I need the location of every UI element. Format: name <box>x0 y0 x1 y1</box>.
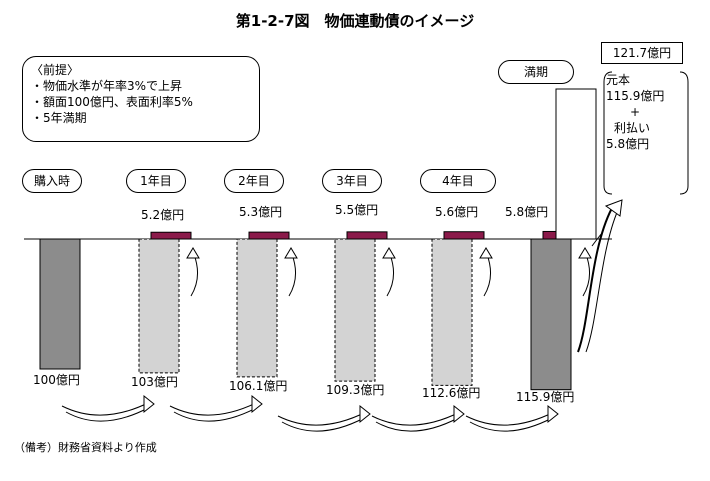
principal-label-maturity: 115.9億円 <box>516 390 575 404</box>
interest-bar <box>443 231 485 240</box>
premise-line: ・物価水準が年率3%で上昇 <box>31 79 183 93</box>
principal-bar <box>530 238 572 391</box>
page-title: 第1-2-7図 物価連動債のイメージ <box>235 12 475 30</box>
premise-line: ・額面100億円、表面利率5% <box>31 95 193 109</box>
maturity-total-box: 121.7億円 <box>601 42 683 64</box>
period-pill-year2: 2年目 <box>224 169 284 193</box>
breakdown-interest-label: 利払い <box>614 121 651 135</box>
interest-payout-arrowhead <box>186 247 200 259</box>
redemption-arrowhead <box>604 199 623 217</box>
maturity-total-bar <box>555 88 597 240</box>
maturity-interest-arrow <box>591 233 602 247</box>
principal-bar <box>138 238 180 374</box>
period-pill-year3: 3年目 <box>322 169 382 193</box>
indexation-arrow-inner <box>469 417 553 432</box>
interest-label-maturity: 5.8億円 <box>505 205 549 219</box>
principal-label-year3: 109.3億円 <box>326 383 385 397</box>
interest-bar <box>248 231 290 240</box>
interest-payout-arrow <box>288 251 296 297</box>
interest-label-year2: 5.3億円 <box>239 205 283 219</box>
indexation-arrow <box>465 411 555 426</box>
interest-payout-arrow <box>386 251 394 297</box>
indexation-arrowhead <box>547 404 559 424</box>
premise-heading: 〈前提〉 <box>31 63 80 77</box>
period-pill-maturity: 満期 <box>498 60 574 84</box>
interest-label-year1: 5.2億円 <box>141 208 185 222</box>
redemption-arrow-inner <box>585 209 619 353</box>
indexation-arrow-inner <box>281 417 365 432</box>
indexation-arrowhead <box>143 394 155 414</box>
period-pill-year4: 4年目 <box>420 169 496 193</box>
indexation-arrow-inner <box>173 407 257 422</box>
principal-label-year1: 103億円 <box>131 375 178 389</box>
breakdown-bracket-left <box>603 71 613 195</box>
indexation-arrow <box>277 411 367 426</box>
indexation-arrow-inner <box>65 407 149 422</box>
interest-label-year4: 5.6億円 <box>435 205 479 219</box>
interest-bar <box>150 231 192 240</box>
interest-label-year3: 5.5億円 <box>335 203 379 217</box>
interest-payout-arrow <box>190 251 198 297</box>
principal-bar <box>431 238 473 386</box>
indexation-arrow <box>61 401 151 416</box>
breakdown-interest-value: 5.8億円 <box>606 137 650 151</box>
premise-box: 〈前提〉 ・物価水準が年率3%で上昇 ・額面100億円、表面利率5% ・5年満期 <box>22 56 260 142</box>
interest-payout-arrowhead <box>578 247 592 259</box>
maturity-breakdown: 元本 115.9億円 + 利払い 5.8億円 <box>606 72 692 194</box>
indexation-arrow <box>169 401 259 416</box>
indexation-arrowhead <box>251 394 263 414</box>
breakdown-plus: + <box>630 105 641 119</box>
interest-payout-arrow <box>582 251 590 297</box>
interest-payout-arrowhead <box>479 247 493 259</box>
period-pill-year1: 1年目 <box>126 169 186 193</box>
interest-bar <box>346 231 388 240</box>
redemption-arrow <box>577 207 613 353</box>
indexation-arrow <box>371 411 461 426</box>
interest-payout-arrowhead <box>284 247 298 259</box>
breakdown-principal-value: 115.9億円 <box>606 89 665 103</box>
principal-bar <box>334 238 376 382</box>
principal-label-year4: 112.6億円 <box>422 386 481 400</box>
breakdown-principal-label: 元本 <box>606 73 631 87</box>
interest-payout-arrow <box>483 251 491 297</box>
indexation-arrowhead <box>453 404 465 424</box>
indexation-arrowhead <box>359 404 371 424</box>
principal-label-year2: 106.1億円 <box>229 379 288 393</box>
principal-bar <box>39 238 81 370</box>
breakdown-bracket-right <box>679 71 689 195</box>
period-pill-purchase: 購入時 <box>22 169 82 193</box>
indexation-arrow-inner <box>375 417 459 432</box>
principal-bar <box>236 238 278 378</box>
principal-label-purchase: 100億円 <box>33 373 80 387</box>
premise-line: ・5年満期 <box>31 111 87 125</box>
source-note: （備考）財務省資料より作成 <box>14 441 157 454</box>
interest-payout-arrowhead <box>382 247 396 259</box>
